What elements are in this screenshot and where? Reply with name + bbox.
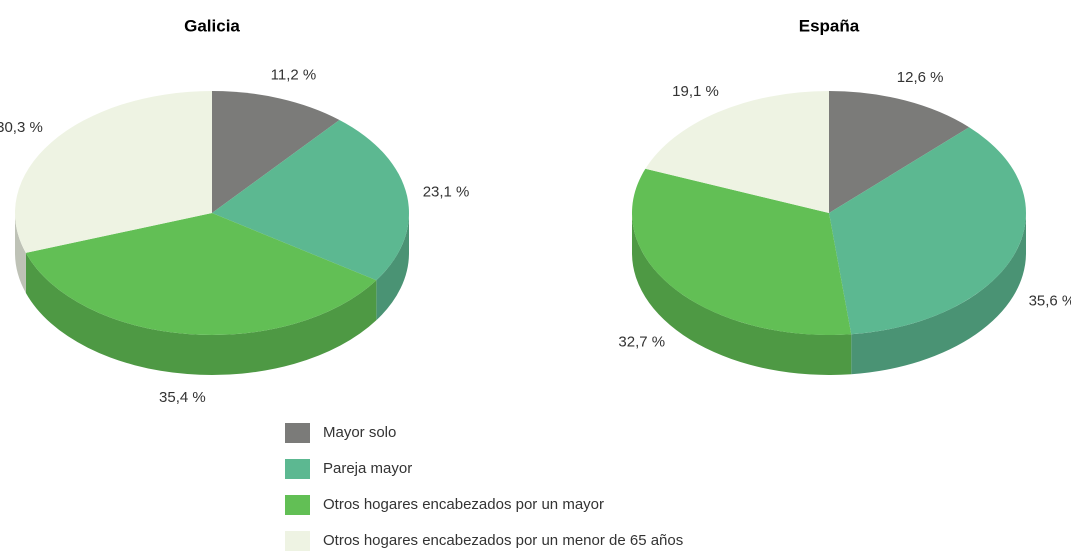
data-label: 19,1 % xyxy=(672,83,719,100)
pie-slice xyxy=(25,213,377,335)
pie-slice xyxy=(212,91,340,213)
pie-side xyxy=(376,213,409,321)
legend-swatch xyxy=(285,531,310,551)
pie-side xyxy=(632,213,852,375)
data-label: 32,7 % xyxy=(618,333,665,350)
data-label: 23,1 % xyxy=(423,183,470,200)
data-label: 35,4 % xyxy=(159,389,206,406)
legend-swatch xyxy=(285,495,310,515)
pie-slice xyxy=(212,119,409,281)
legend-swatch xyxy=(285,459,310,479)
chart-title: España xyxy=(799,16,860,35)
pie-slice xyxy=(829,127,1026,335)
data-label: 12,6 % xyxy=(897,69,944,86)
pie-slice xyxy=(631,168,852,336)
legend-label: Mayor solo xyxy=(323,424,396,441)
pie-side xyxy=(15,213,26,293)
pie-slice xyxy=(645,90,829,213)
pie-slice xyxy=(829,91,970,213)
legend-label: Pareja mayor xyxy=(323,460,412,477)
pie-slice xyxy=(14,91,212,253)
legend-swatch xyxy=(285,423,310,443)
chart-title: Galicia xyxy=(184,16,240,35)
pie-side xyxy=(25,252,377,375)
legend-label: Otros hogares encabezados por un menor d… xyxy=(323,532,683,549)
data-label: 35,6 % xyxy=(1029,293,1071,310)
legend-label: Otros hogares encabezados por un mayor xyxy=(323,496,604,513)
data-label: 11,2 % xyxy=(271,67,317,84)
data-label: 30,3 % xyxy=(0,119,43,136)
pie-side xyxy=(851,213,1026,375)
